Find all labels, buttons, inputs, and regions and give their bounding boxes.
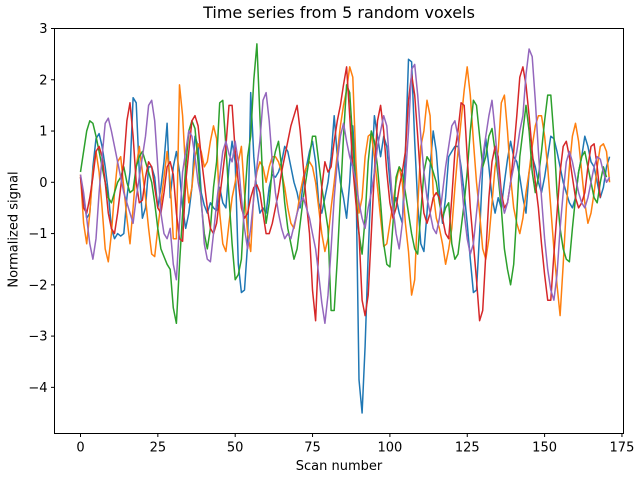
series-layer: [79, 43, 611, 414]
x-axis-label: Scan number: [295, 459, 383, 474]
x-tick-label: 125: [455, 441, 480, 456]
y-tick-label: −1: [28, 227, 47, 242]
x-tick-label: 0: [76, 441, 84, 456]
x-axis-ticks: 0 25 50 75 100 125 150 175: [76, 433, 635, 456]
x-tick-label: 75: [304, 441, 321, 456]
x-tick-label: 100: [377, 441, 402, 456]
x-tick-label: 150: [532, 441, 557, 456]
y-tick-label: −2: [28, 278, 47, 293]
y-tick-label: −3: [28, 330, 47, 345]
y-tick-label: −4: [28, 381, 47, 396]
series-line-4: [79, 66, 602, 322]
y-tick-label: 1: [39, 125, 47, 140]
series-line-2: [79, 66, 611, 317]
y-axis-ticks: 3 2 1 0 −1 −2 −3 −4: [28, 22, 55, 396]
y-tick-label: 2: [39, 73, 47, 88]
x-tick-label: 25: [150, 441, 167, 456]
y-tick-label: 3: [39, 22, 47, 37]
y-tick-label: 0: [39, 176, 47, 191]
chart-title: Time series from 5 random voxels: [203, 3, 475, 22]
x-tick-label: 50: [227, 441, 244, 456]
series-line-3: [79, 43, 608, 325]
series-line-5: [79, 48, 611, 325]
plot-frame: [54, 28, 624, 434]
x-tick-label: 175: [610, 441, 635, 456]
